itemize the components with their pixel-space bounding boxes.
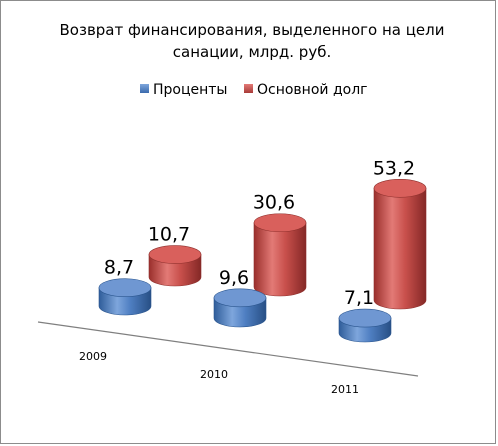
principal-bar-2011 <box>373 187 427 310</box>
data-label-principal-bar-2010: 30,6 <box>253 192 295 214</box>
x-tick-label-2011: 2011 <box>331 383 359 396</box>
legend-label-principal: Основной долг <box>257 82 368 98</box>
legend: Проценты Основной долг <box>140 82 368 98</box>
chart-title-line-1: Возврат финансирования, выделенного на ц… <box>60 21 445 39</box>
bars-group: 10,7 30,6 53,2 8,7 9,6 7,1 <box>98 157 427 343</box>
floor-edge-line <box>37 321 419 377</box>
legend-swatch-principal <box>244 84 253 93</box>
data-label-percent-bar-2010: 9,6 <box>219 267 249 289</box>
principal-bar-2010-top <box>253 213 307 233</box>
legend-label-percent: Проценты <box>153 82 227 98</box>
principal-bar-2011-top <box>373 178 427 198</box>
data-label-principal-bar-2011: 53,2 <box>373 157 415 179</box>
percent-bar-2009-top <box>98 278 152 298</box>
principal-bar-2010 <box>253 222 307 297</box>
data-label-principal-bar-2009: 10,7 <box>148 224 190 246</box>
data-label-percent-bar-2009: 8,7 <box>104 257 134 279</box>
percent-bar-2011-top <box>338 308 392 328</box>
x-tick-label-2010: 2010 <box>200 368 228 381</box>
x-tick-label-2009: 2009 <box>79 350 107 363</box>
legend-swatch-percent <box>140 84 149 93</box>
chart-title-line-2: санации, млрд. руб. <box>173 43 331 61</box>
data-label-percent-bar-2011: 7,1 <box>344 287 374 309</box>
principal-bar-2009-top <box>148 245 202 264</box>
percent-bar-2010-top <box>213 288 267 308</box>
